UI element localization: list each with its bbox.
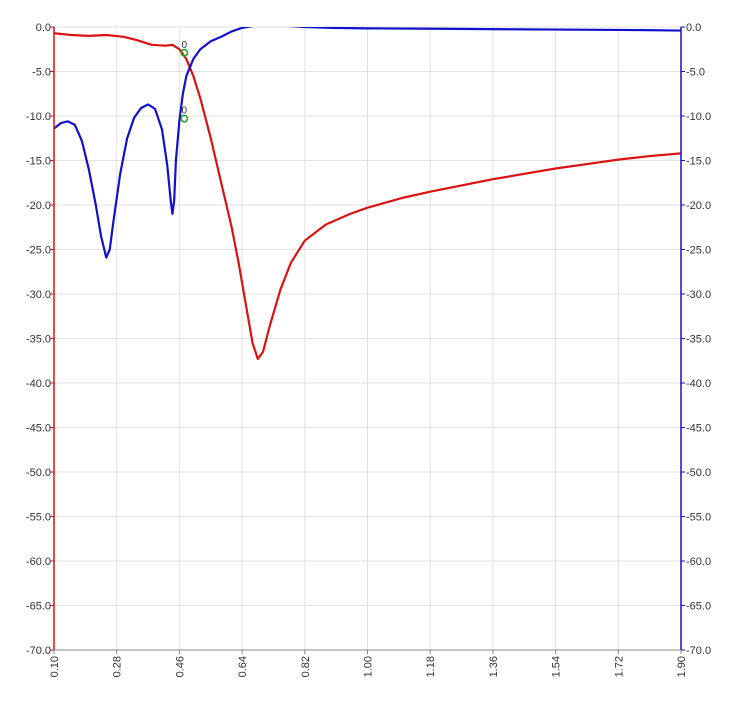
right-tick-label-8: -40.0 <box>686 378 711 390</box>
left-tick-label-4: -20.0 <box>26 200 51 212</box>
left-tick-label-0: 0.0 <box>36 22 51 34</box>
x-tick-label-5: 1.00 <box>363 656 375 677</box>
x-tick-label-4: 0.82 <box>300 656 312 677</box>
right-tick-label-3: -15.0 <box>686 156 711 168</box>
right-tick-label-13: -65.0 <box>686 601 711 613</box>
axes <box>50 26 685 654</box>
markers: 00 <box>180 40 189 123</box>
right-tick-label-10: -50.0 <box>686 467 711 479</box>
left-tick-label-6: -30.0 <box>26 289 51 301</box>
left-tick-label-2: -10.0 <box>26 111 51 123</box>
marker-point-0 <box>180 48 189 57</box>
right-tick-label-11: -55.0 <box>686 512 711 524</box>
marker-label-1: 0 <box>181 106 187 117</box>
right-tick-label-4: -20.0 <box>686 200 711 212</box>
right-tick-label-6: -30.0 <box>686 289 711 301</box>
x-tick-label-9: 1.72 <box>613 656 625 677</box>
x-tick-label-8: 1.54 <box>551 656 563 677</box>
x-tick-label-1: 0.28 <box>112 656 124 677</box>
series-line-1 <box>54 27 681 259</box>
x-tick-label-7: 1.36 <box>488 656 500 677</box>
x-tick-label-2: 0.46 <box>174 656 186 677</box>
right-tick-label-1: -5.0 <box>686 67 705 79</box>
left-tick-label-9: -45.0 <box>26 423 51 435</box>
left-tick-label-11: -55.0 <box>26 512 51 524</box>
marker-point-1 <box>180 114 189 123</box>
left-tick-label-12: -60.0 <box>26 556 51 568</box>
right-tick-label-14: -70.0 <box>686 645 711 657</box>
x-tick-label-0: 0.10 <box>49 656 61 677</box>
right-tick-label-5: -25.0 <box>686 245 711 257</box>
left-tick-label-14: -70.0 <box>26 645 51 657</box>
right-tick-label-9: -45.0 <box>686 423 711 435</box>
left-tick-label-1: -5.0 <box>32 67 51 79</box>
left-tick-label-13: -65.0 <box>26 601 51 613</box>
right-tick-label-12: -60.0 <box>686 556 711 568</box>
left-tick-label-10: -50.0 <box>26 467 51 479</box>
series-line-0 <box>54 32 681 361</box>
left-tick-label-3: -15.0 <box>26 156 51 168</box>
x-tick-label-10: 1.90 <box>676 656 688 677</box>
right-tick-label-0: 0.0 <box>686 22 701 34</box>
series-group <box>54 27 681 361</box>
marker-label-0: 0 <box>181 40 187 51</box>
left-tick-label-7: -35.0 <box>26 334 51 346</box>
x-tick-label-3: 0.64 <box>237 656 249 677</box>
left-tick-label-8: -40.0 <box>26 378 51 390</box>
x-tick-label-6: 1.18 <box>425 656 437 677</box>
right-tick-label-2: -10.0 <box>686 111 711 123</box>
right-tick-label-7: -35.0 <box>686 334 711 346</box>
left-tick-label-5: -25.0 <box>26 245 51 257</box>
tick-labels: 0.0 0.0 -5.0 -5.0 -10.0 -10.0 -15.0 -15.0 -20.0 -… <box>26 22 711 677</box>
